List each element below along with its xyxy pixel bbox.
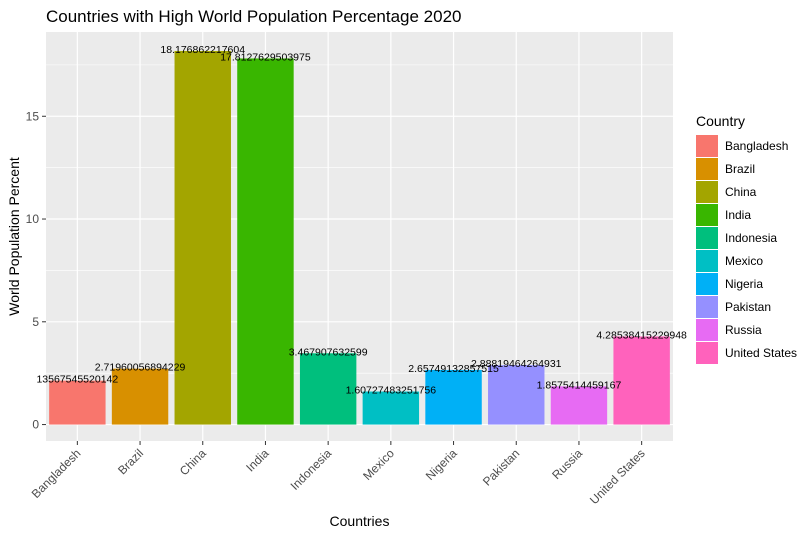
legend-label: Russia (725, 323, 762, 337)
legend-key (696, 158, 718, 180)
y-tick-label: 15 (26, 109, 40, 123)
x-tick-label: China (177, 446, 209, 478)
legend-items: Bangladesh Brazil China India Indonesia Mexic… (696, 135, 797, 364)
x-tick-label: United States (587, 446, 648, 507)
y-tick-label: 10 (26, 212, 40, 226)
y-tick-label: 0 (32, 418, 39, 432)
x-tick-label: India (243, 446, 272, 475)
bar-value-label: 1356754552014​2 (36, 374, 118, 386)
x-tick-label: Nigeria (423, 446, 460, 483)
bar-united-states (613, 336, 670, 425)
bar-value-label: 4.28538415229948 (596, 329, 687, 341)
legend-label: Mexico (725, 254, 763, 268)
bar-value-label: 2.65749132857515 (408, 363, 499, 375)
x-tick-label: Russia (549, 446, 585, 482)
legend-key (696, 319, 718, 341)
bar-value-label: 2.88819464264931 (471, 358, 562, 370)
bar-russia (550, 386, 608, 425)
bar-indonesia (299, 353, 357, 425)
y-axis-title: World Population Percent (6, 157, 22, 316)
x-axis: Bangladesh Brazil China India Indonesia Mexic… (29, 441, 648, 507)
chart-title: Countries with High World Population Per… (46, 7, 462, 26)
legend-key (696, 204, 718, 226)
legend-label: Pakistan (725, 300, 771, 314)
y-tick-label: 5 (32, 315, 39, 329)
x-axis-title: Countries (330, 513, 390, 529)
y-axis: 0 5 10 15 (26, 109, 46, 432)
bar-mexico (362, 391, 420, 425)
legend-label: United States (725, 346, 797, 360)
bar-value-label: 18.176862217604 (160, 44, 245, 56)
legend-label: India (725, 208, 751, 222)
legend-key (696, 342, 718, 364)
bar-value-label: 1.8575414459167 (537, 379, 622, 391)
legend-key (696, 227, 718, 249)
bar-brazil (111, 368, 169, 425)
x-tick-label: Pakistan (480, 446, 522, 488)
bar-value-label: 17.8127629503975 (220, 51, 311, 63)
legend: Country Bangladesh Brazil China India Indone… (696, 113, 797, 364)
x-tick-label: Bangladesh (29, 446, 84, 501)
bar-nigeria (425, 369, 482, 425)
bar-value-label: 3.467907632599 (289, 346, 368, 358)
bar-china (174, 50, 231, 425)
legend-key (696, 273, 718, 295)
x-tick-label: Mexico (360, 446, 397, 483)
legend-key (696, 250, 718, 272)
x-tick-label: Brazil (115, 446, 146, 477)
legend-label: Indonesia (725, 231, 777, 245)
bar-india (237, 58, 294, 425)
legend-label: Brazil (725, 162, 755, 176)
bar-labels: 1356754552014​22.71960056894229 18.176862… (36, 44, 687, 397)
legend-key (696, 135, 718, 157)
legend-label: Bangladesh (725, 139, 788, 153)
legend-label: Nigeria (725, 277, 763, 291)
legend-label: China (725, 185, 757, 199)
bar-value-label: 1.60727483251756 (346, 385, 437, 397)
bars (49, 50, 670, 425)
legend-title: Country (696, 113, 745, 129)
x-tick-label: Indonesia (288, 446, 335, 493)
bar-pakistan (488, 365, 545, 425)
bar-bangladesh (49, 380, 106, 425)
bar-value-label: 2.71960056894229 (95, 362, 186, 374)
legend-key (696, 181, 718, 203)
legend-key (696, 296, 718, 318)
